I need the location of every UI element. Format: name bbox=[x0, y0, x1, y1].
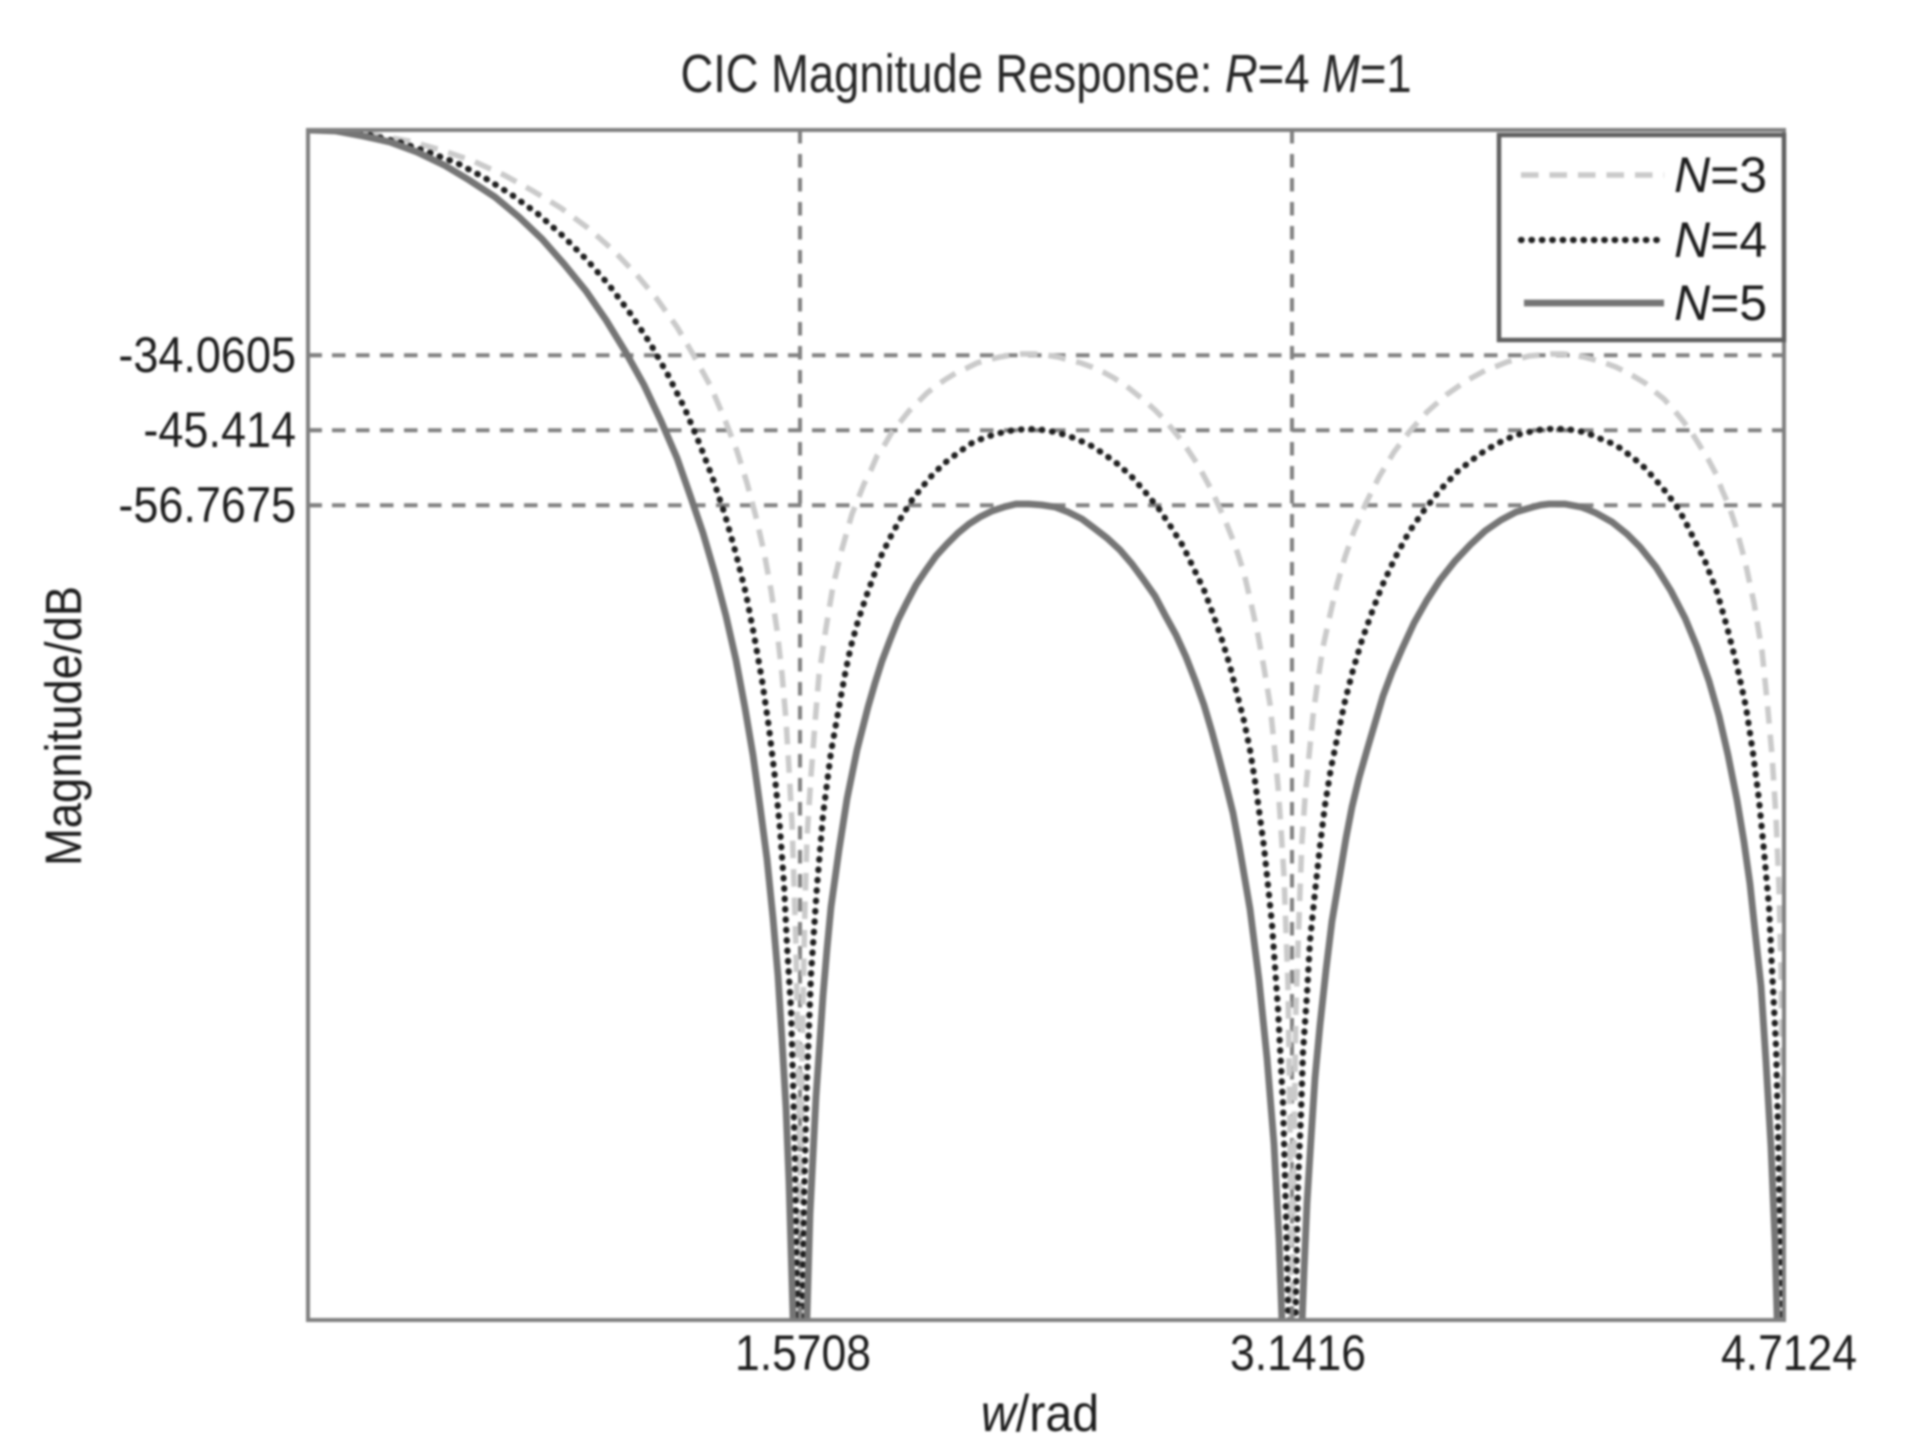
svg-text:-45.414: -45.414 bbox=[143, 403, 296, 459]
svg-text:-34.0605: -34.0605 bbox=[118, 328, 296, 384]
svg-text:N=3: N=3 bbox=[1674, 147, 1767, 203]
svg-text:N=5: N=5 bbox=[1674, 275, 1767, 331]
svg-text:1.5708: 1.5708 bbox=[735, 1326, 871, 1382]
svg-text:CIC Magnitude Response: R=4 M=: CIC Magnitude Response: R=4 M=1 bbox=[680, 43, 1411, 104]
svg-text:Magnitude/dB: Magnitude/dB bbox=[36, 586, 93, 866]
svg-text:w/rad: w/rad bbox=[981, 1384, 1099, 1442]
svg-text:-56.7675: -56.7675 bbox=[118, 478, 296, 534]
svg-text:N=4: N=4 bbox=[1674, 212, 1767, 268]
svg-text:4.7124: 4.7124 bbox=[1721, 1326, 1857, 1382]
svg-text:3.1416: 3.1416 bbox=[1230, 1326, 1366, 1382]
